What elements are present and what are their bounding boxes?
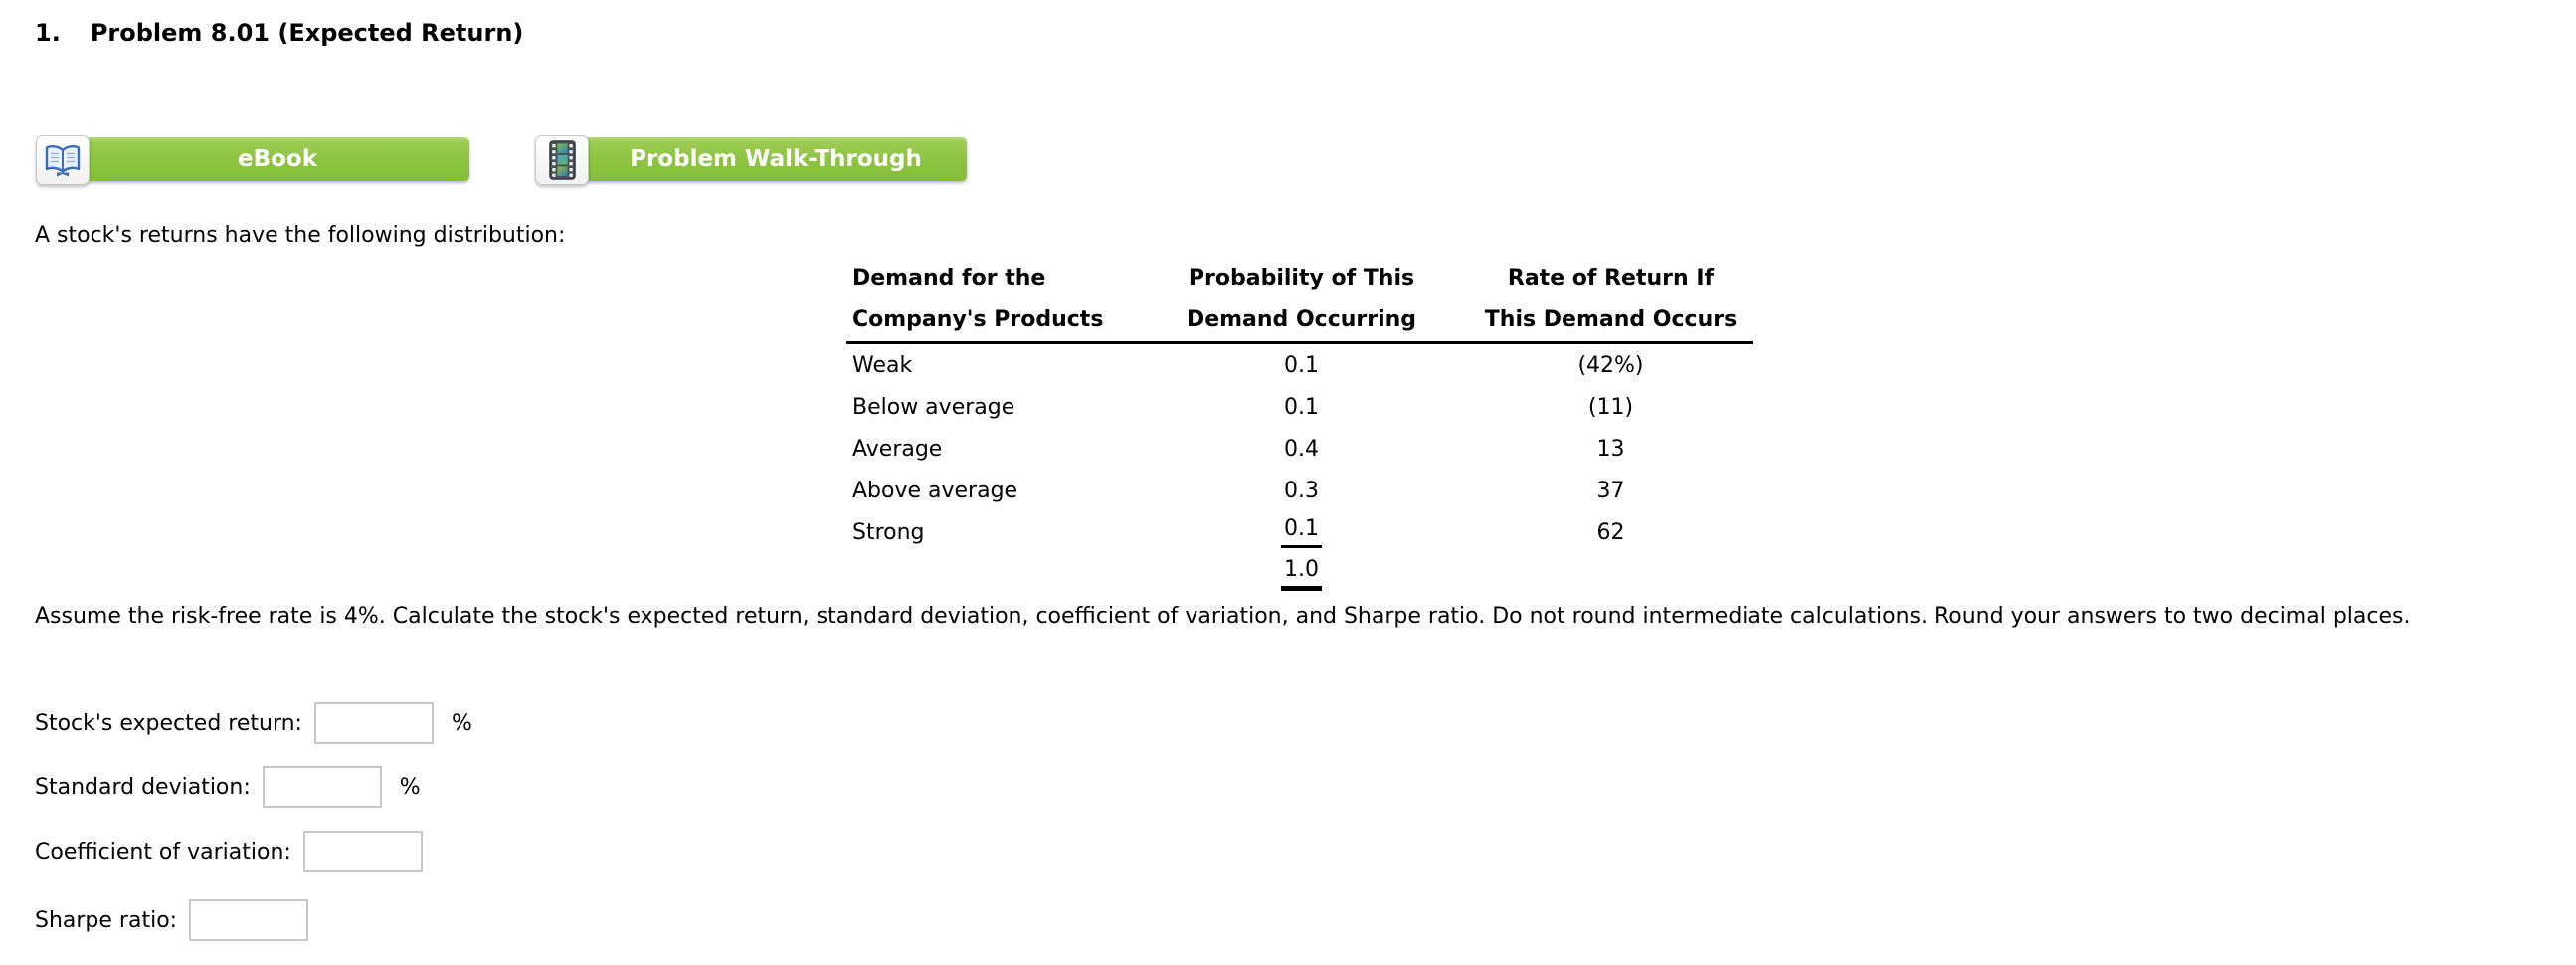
answer-row-sharpe-ratio: Sharpe ratio: [35, 899, 309, 941]
probability-total-cell: 1.0 [1135, 553, 1468, 595]
table-row: Above average 0.3 37 [846, 470, 1753, 511]
probability-cell: 0.1 [1284, 352, 1319, 378]
probability-cell: 0.4 [1284, 436, 1319, 462]
rate-cell: (11) [1587, 394, 1634, 420]
col-header-demand: Demand for the Company's Products [846, 258, 1135, 344]
standard-deviation-input[interactable] [262, 766, 382, 808]
ebook-button-bar: eBook [86, 137, 469, 181]
coefficient-of-variation-input[interactable] [302, 831, 423, 872]
col-header-probability: Probability of This Demand Occurring [1135, 258, 1468, 344]
problem-number: 1. [35, 19, 61, 47]
probability-total: 1.0 [1281, 558, 1322, 591]
instructions-text: Assume the risk-free rate is 4%. Calcula… [35, 604, 2411, 629]
probability-underlined: 0.1 [1281, 517, 1322, 548]
problem-title-text: Problem 8.01 (Expected Return) [90, 19, 524, 47]
sharpe-ratio-label: Sharpe ratio: [35, 907, 178, 933]
probability-cell: 0.3 [1284, 478, 1319, 503]
page-title: 1. Problem 8.01 (Expected Return) [35, 16, 523, 50]
col-header-rate: Rate of Return If This Demand Occurs [1468, 258, 1753, 344]
expected-return-label: Stock's expected return: [35, 710, 302, 736]
expected-return-input[interactable] [313, 702, 434, 744]
probability-cell: 0.1 [1135, 511, 1468, 553]
sharpe-ratio-input[interactable] [189, 899, 309, 941]
intro-text: A stock's returns have the following dis… [35, 223, 566, 248]
rate-cell: 62 [1596, 519, 1625, 545]
ebook-button-label: eBook [237, 146, 318, 172]
standard-deviation-label: Standard deviation: [35, 774, 251, 800]
walkthrough-button-label: Problem Walk-Through [630, 146, 922, 172]
problem-walkthrough-button[interactable]: Problem Walk-Through [535, 135, 967, 187]
percent-sign: % [399, 774, 421, 800]
ebook-button[interactable]: eBook [36, 135, 469, 187]
rate-cell: 13 [1596, 436, 1625, 462]
table-row: Strong 0.1 62 [846, 511, 1753, 553]
answer-row-coefficient-of-variation: Coefficient of variation: [35, 831, 423, 872]
rate-cell: 37 [1596, 478, 1625, 503]
table-header-row: Demand for the Company's Products Probab… [846, 258, 1753, 344]
table-row: Below average 0.1 (11) [846, 386, 1753, 428]
coefficient-of-variation-label: Coefficient of variation: [35, 839, 291, 865]
rate-cell: (42%) [1577, 352, 1644, 378]
demand-cell: Above average [852, 478, 1018, 503]
distribution-table: Demand for the Company's Products Probab… [846, 258, 1753, 595]
table-row: Weak 0.1 (42%) [846, 343, 1753, 387]
open-book-icon [36, 135, 90, 185]
answer-row-expected-return: Stock's expected return: % [35, 702, 472, 744]
filmstrip-icon [535, 135, 589, 185]
demand-cell: Average [852, 436, 943, 462]
table-total-row: 1.0 [846, 553, 1753, 595]
demand-cell: Weak [852, 352, 913, 378]
table-row: Average 0.4 13 [846, 428, 1753, 470]
probability-cell: 0.1 [1284, 394, 1319, 420]
percent-sign: % [451, 710, 472, 736]
demand-cell: Strong [852, 519, 925, 545]
demand-cell: Below average [852, 394, 1015, 420]
walkthrough-button-bar: Problem Walk-Through [585, 137, 967, 181]
answer-row-standard-deviation: Standard deviation: % [35, 766, 421, 808]
